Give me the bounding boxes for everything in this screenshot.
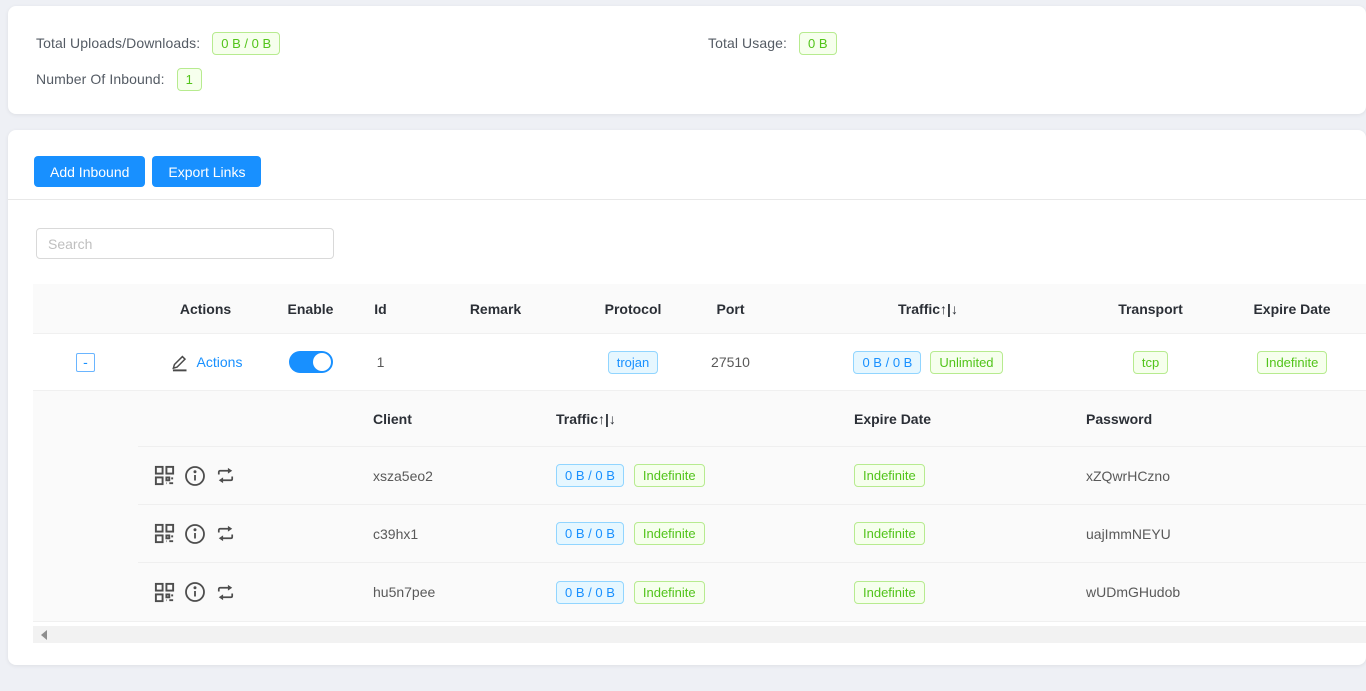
number-of-inbound-stat: Number Of Inbound: 1	[36, 67, 202, 91]
traffic-updown-badge: 0 B / 0 B	[853, 350, 922, 374]
number-of-inbound-value: 1	[176, 67, 202, 91]
client-password: xZQwrHCzno	[1086, 467, 1171, 484]
client-name: xsza5eo2	[373, 467, 433, 484]
client-traffic-badge: 0 B / 0 B	[556, 580, 624, 604]
total-usage-stat: Total Usage: 0 B	[708, 31, 837, 55]
inbound-row: - Actions 1 trojan 27510 0	[33, 334, 1366, 391]
clients-header-password: Password	[1086, 410, 1153, 427]
client-row: c39hx1 0 B / 0 B Indefinite Indefinite u…	[138, 505, 1366, 563]
client-traffic-limit-badge: Indefinite	[633, 580, 705, 604]
client-row: xsza5eo2 0 B / 0 B Indefinite Indefinite…	[138, 447, 1366, 505]
qrcode-icon[interactable]	[153, 464, 176, 487]
clients-header-row: Client Traffic↑|↓ Expire Date Password	[138, 391, 1366, 447]
header-enable: Enable	[287, 300, 334, 317]
client-expire-badge: Indefinite	[854, 522, 925, 545]
protocol-badge: trojan	[607, 350, 659, 374]
client-password: uajImmNEYU	[1086, 525, 1171, 542]
enable-toggle[interactable]	[288, 351, 333, 373]
total-usage-label: Total Usage:	[708, 35, 788, 51]
reset-traffic-icon[interactable]	[214, 464, 237, 487]
toolbar: Add Inbound Export Links	[8, 156, 1366, 187]
clients-header-traffic[interactable]: Traffic↑|↓	[556, 410, 616, 427]
expire-date-badge: Indefinite	[1256, 350, 1328, 374]
total-uploads-downloads-label: Total Uploads/Downloads:	[36, 35, 201, 51]
collapse-row-button[interactable]: -	[76, 352, 95, 372]
inbound-id: 1	[376, 354, 385, 370]
header-traffic[interactable]: Traffic↑|↓	[898, 300, 958, 317]
add-inbound-button[interactable]: Add Inbound	[34, 156, 146, 187]
reset-traffic-icon[interactable]	[214, 522, 237, 545]
clients-header-client: Client	[373, 410, 412, 427]
toolbar-divider	[8, 199, 1366, 200]
client-traffic-badge: 0 B / 0 B	[556, 464, 624, 487]
stats-card: Total Uploads/Downloads: 0 B / 0 B Total…	[8, 6, 1366, 114]
total-uploads-downloads-stat: Total Uploads/Downloads: 0 B / 0 B	[36, 31, 708, 55]
expanded-clients-section: Client Traffic↑|↓ Expire Date Password	[33, 391, 1366, 622]
client-traffic-limit-badge: Indefinite	[633, 464, 705, 487]
reset-traffic-icon[interactable]	[214, 581, 237, 604]
client-traffic-limit-badge: Indefinite	[633, 522, 705, 545]
client-password: wUDmGHudob	[1086, 584, 1181, 600]
actions-link-label: Actions	[196, 354, 243, 370]
transport-badge: tcp	[1132, 350, 1169, 374]
inbound-port: 27510	[711, 354, 750, 370]
search-input[interactable]	[36, 228, 334, 259]
row-actions-menu[interactable]: Actions	[138, 352, 273, 373]
edit-pencil-icon	[169, 352, 190, 373]
client-info-icon[interactable]	[183, 580, 207, 604]
inbounds-card: Add Inbound Export Links Actions Enable …	[8, 130, 1366, 665]
clients-header-expire-date: Expire Date	[854, 410, 932, 427]
header-id: Id	[374, 300, 387, 317]
header-actions: Actions	[179, 300, 232, 317]
total-uploads-downloads-value: 0 B / 0 B	[212, 31, 281, 55]
header-port: Port	[716, 300, 745, 317]
header-remark: Remark	[469, 300, 522, 317]
client-info-icon[interactable]	[183, 464, 207, 488]
client-traffic-badge: 0 B / 0 B	[556, 522, 624, 545]
clients-table: Client Traffic↑|↓ Expire Date Password	[138, 391, 1366, 621]
qrcode-icon[interactable]	[153, 522, 176, 545]
total-usage-value: 0 B	[799, 31, 837, 55]
client-expire-badge: Indefinite	[854, 464, 925, 487]
client-name: hu5n7pee	[373, 584, 436, 600]
table-header-row: Actions Enable Id Remark Protocol Port T…	[33, 284, 1366, 334]
header-transport: Transport	[1118, 300, 1183, 317]
client-name: c39hx1	[373, 525, 419, 542]
traffic-total-badge: Unlimited	[930, 350, 1003, 374]
inbounds-table: Actions Enable Id Remark Protocol Port T…	[33, 284, 1366, 622]
client-expire-badge: Indefinite	[854, 580, 925, 604]
client-info-icon[interactable]	[183, 522, 207, 546]
client-row: hu5n7pee 0 B / 0 B Indefinite Indefinite…	[138, 563, 1366, 621]
horizontal-scrollbar[interactable]	[33, 626, 1366, 643]
toggle-knob	[312, 353, 331, 371]
header-protocol: Protocol	[604, 300, 662, 317]
scrollbar-left-arrow-icon[interactable]	[41, 630, 47, 640]
number-of-inbound-label: Number Of Inbound:	[36, 71, 165, 87]
export-links-button[interactable]: Export Links	[152, 156, 262, 187]
header-expire-date: Expire Date	[1253, 300, 1331, 317]
qrcode-icon[interactable]	[153, 581, 176, 604]
